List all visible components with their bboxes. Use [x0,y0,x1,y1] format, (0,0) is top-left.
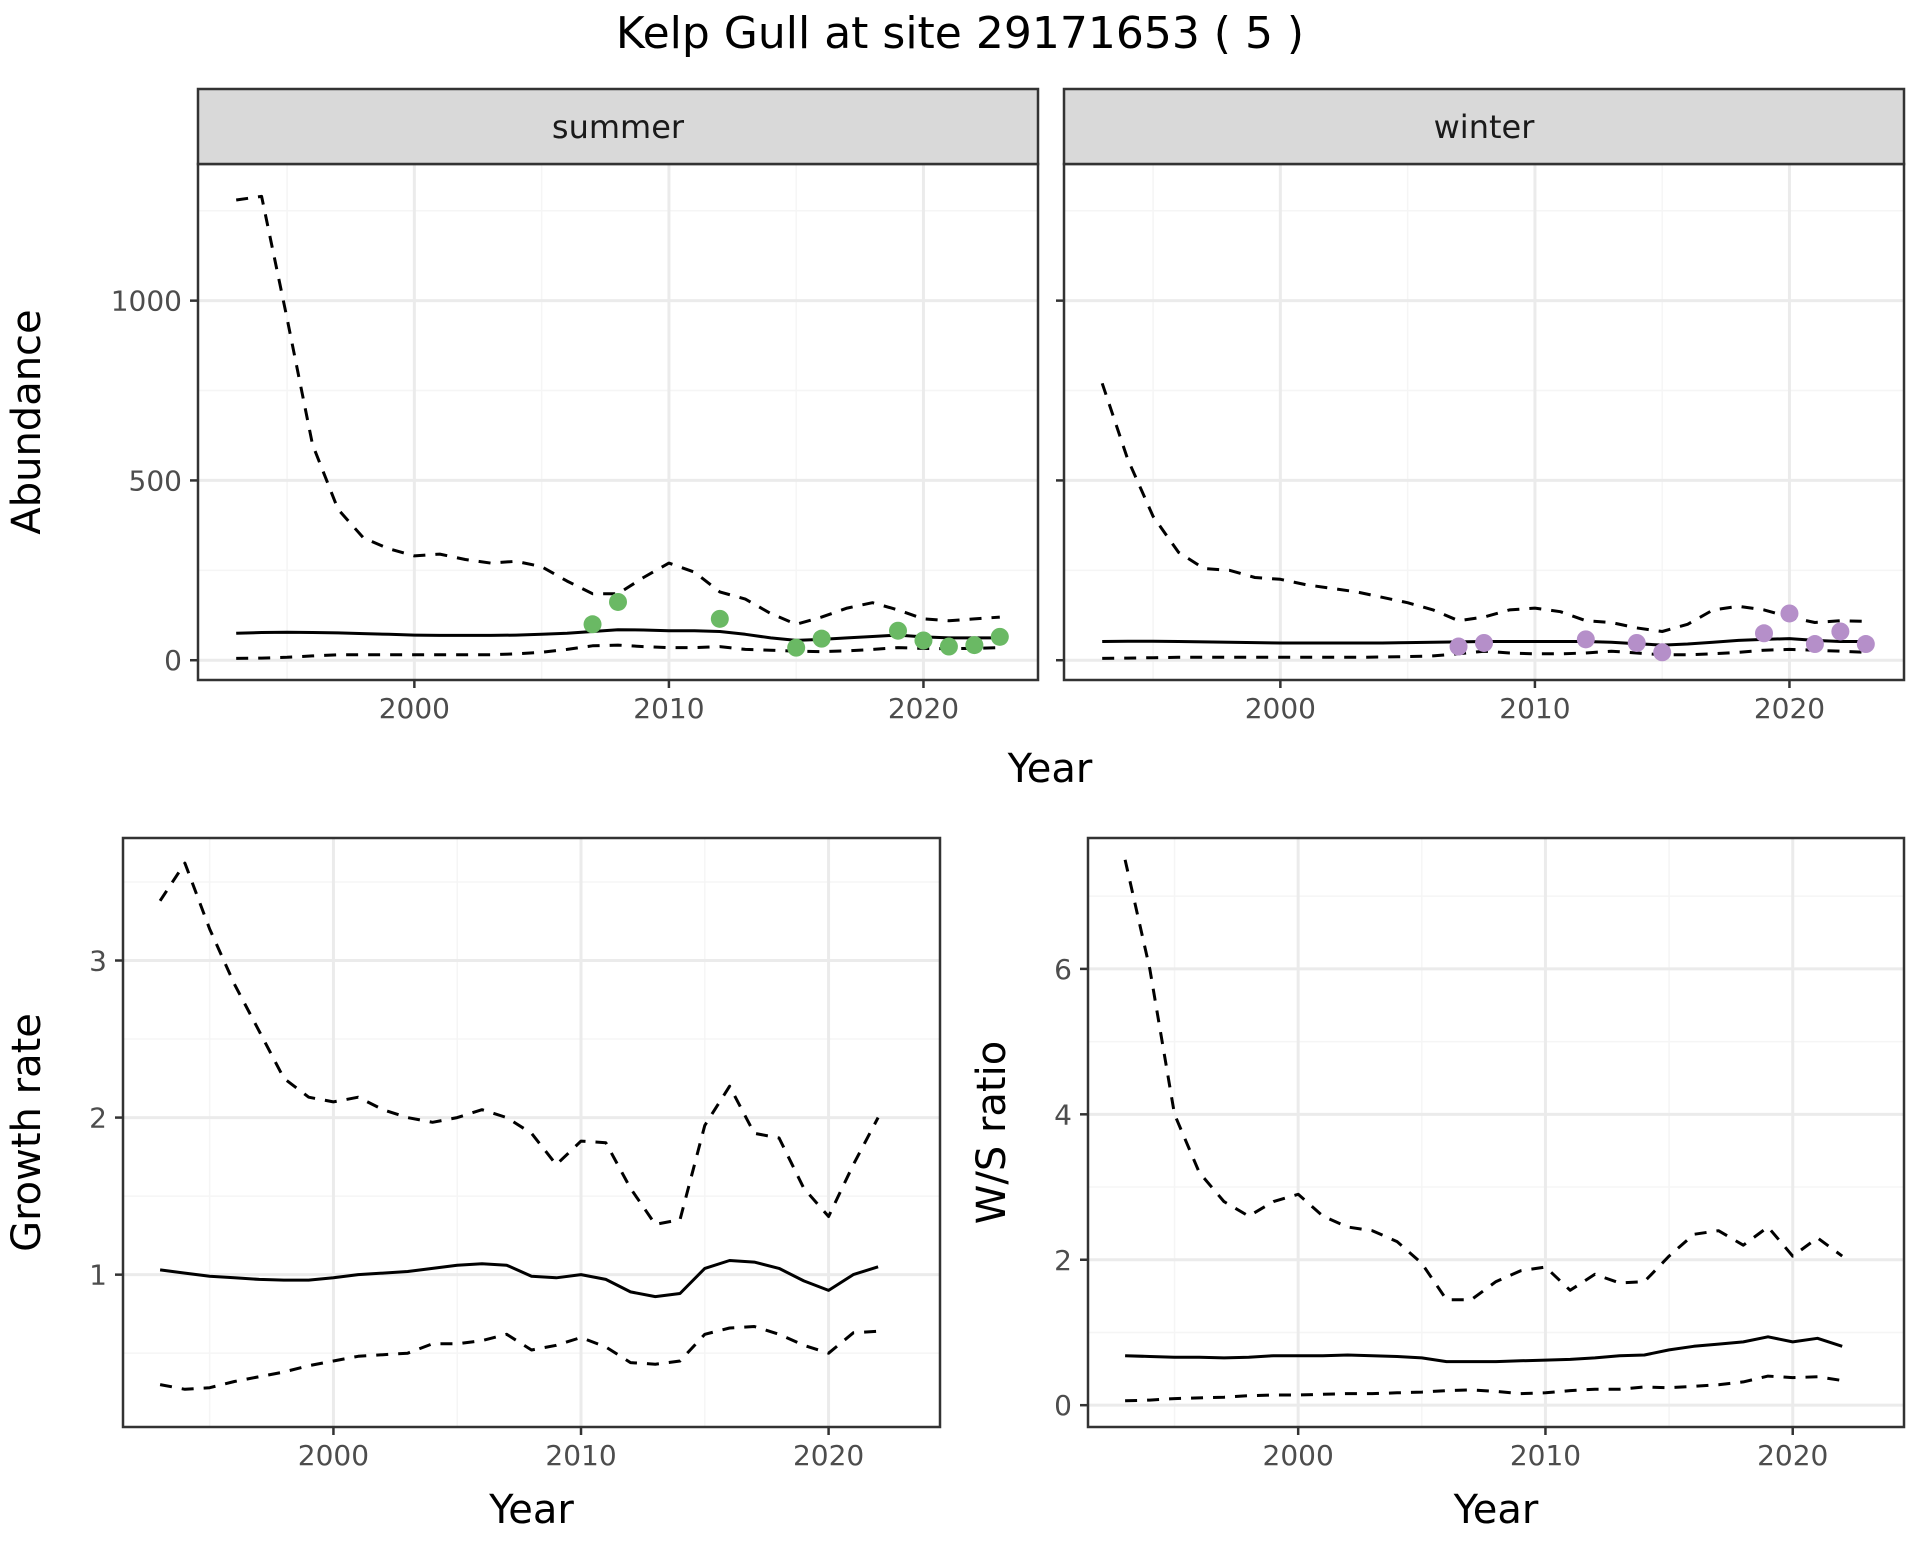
x-tick-label: 2000 [1263,1439,1334,1472]
x-tick-label: 2010 [545,1439,616,1472]
winter-observed-point [1755,624,1773,643]
x-tick-label: 2000 [298,1439,369,1472]
panel-border-ratio [1086,836,1906,1429]
summer-observed-point [583,615,602,634]
summer-observed-point [812,629,831,648]
panel-ratio: 2000 2010 2020 0 2 4 6 W/S ratio Year [969,836,1906,1533]
x-tick-label: 2020 [793,1439,864,1472]
summer-lower-line [236,643,1000,660]
x-tick-label: 2020 [888,692,959,725]
summer-observed-point [889,621,907,640]
summer-observed-point [965,636,984,655]
panel-summer: summer 2000 2010 2020 0 500 1000 Abundance [4,87,1040,725]
grid-winter [1064,164,1904,680]
summer-observed-point [939,637,958,656]
winter-observed-point [1856,635,1875,654]
winter-upper-line [1100,382,1866,633]
strip-label-winter: winter [1434,108,1536,146]
y-axis-title-ratio: W/S ratio [969,1041,1015,1224]
winter-observed-point [1780,604,1799,623]
y-tick-label: 6 [1054,953,1072,986]
winter-observed-point [1449,637,1468,656]
winter-observed-point [1653,643,1672,662]
winter-observed-point [1627,633,1646,652]
ratio-upper-line [1123,859,1844,1302]
x-tick-label: 2000 [1245,692,1316,725]
growth-upper-line [158,861,880,1226]
summer-observed-point [990,627,1009,646]
x-tick-label: 2010 [633,692,704,725]
ratio-mean-line [1125,1335,1843,1364]
winter-observed-point [1576,630,1595,649]
x-tick-label: 2000 [379,692,450,725]
growth-lower-line [159,1325,879,1391]
winter-observed-point [1475,633,1493,652]
growth-mean-line [159,1259,879,1299]
summer-observed-point [914,631,933,650]
y-tick-label: 500 [129,464,182,497]
top-x-axis-title: Year [1007,746,1093,792]
x-axis-title-growth: Year [488,1487,574,1533]
summer-observed-point [609,592,627,611]
summer-observed-point [787,638,806,657]
y-tick-label: 1 [89,1259,107,1292]
panel-winter: winter 2000 2010 2020 [1056,87,1906,725]
winter-observed-point [1831,622,1850,641]
x-axis-title-ratio: Year [1453,1487,1539,1533]
x-tick-label: 2020 [1757,1439,1828,1472]
summer-mean-line [236,628,1000,642]
x-tick-label: 2020 [1754,692,1825,725]
grid-growth [123,838,940,1427]
panel-growth: 2000 2010 2020 1 2 3 Growth rate Year [4,836,942,1533]
summer-upper-line [235,194,1000,626]
y-axis-title-summer: Abundance [4,309,50,534]
y-tick-label: 2 [89,1102,107,1135]
panel-border-growth [121,836,942,1429]
y-tick-label: 1000 [111,285,182,318]
y-tick-label: 4 [1054,1098,1072,1131]
chart-title: Kelp Gull at site 29171653 ( 5 ) [616,8,1304,59]
strip-winter [1062,87,1906,166]
strip-summer [196,87,1040,166]
strip-label-summer: summer [552,108,685,146]
y-tick-label: 0 [1054,1389,1072,1422]
grid-summer [198,164,1038,680]
y-tick-label: 3 [89,945,107,978]
winter-observed-point [1805,635,1824,654]
x-tick-label: 2010 [1510,1439,1581,1472]
y-tick-label: 0 [164,644,182,677]
summer-observed-point [710,609,729,628]
ratio-lower-line [1125,1374,1843,1403]
x-tick-label: 2010 [1499,692,1570,725]
grid-ratio [1088,838,1904,1427]
y-axis-title-growth: Growth rate [4,1013,50,1252]
y-tick-label: 2 [1054,1244,1072,1277]
panel-border-winter [1062,162,1906,682]
